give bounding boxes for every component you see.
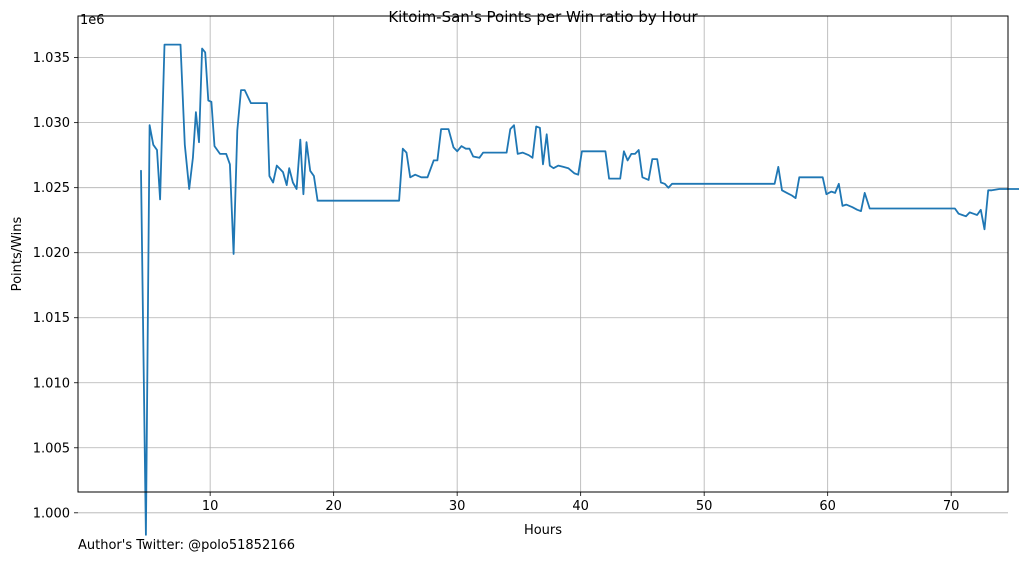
y-axis-offset-label: 1e6: [80, 13, 105, 28]
x-tick-label: 10: [202, 499, 219, 514]
y-tick-label: 1.000: [33, 506, 70, 521]
y-tick-label: 1.025: [33, 181, 70, 196]
x-tick-label: 40: [572, 499, 589, 514]
series-line: [140, 43, 1019, 536]
x-tick-label: 50: [696, 499, 713, 514]
y-tick-label: 1.035: [33, 51, 70, 66]
y-tick-label: 1.020: [33, 246, 70, 261]
series-lines: [140, 43, 1019, 536]
plot-area-frame: [77, 15, 1009, 493]
y-tick-label: 1.030: [33, 116, 70, 131]
chart-title: Kitoim-San's Points per Win ratio by Hou…: [388, 8, 698, 26]
grid-lines: [78, 16, 1008, 514]
y-tick-label: 1.005: [33, 441, 70, 456]
x-tick-label: 30: [449, 499, 466, 514]
x-axis-ticks: 10 20 30 40 50 60 70: [202, 492, 960, 514]
y-axis-ticks: 1.000 1.005 1.010 1.015 1.020 1.025 1.030 1.035: [33, 51, 78, 521]
x-axis-label: Hours: [524, 523, 562, 538]
x-tick-label: 20: [325, 499, 342, 514]
x-tick-label: 60: [819, 499, 836, 514]
y-axis-label: Points/Wins: [10, 216, 25, 291]
x-tick-label: 70: [943, 499, 960, 514]
y-tick-label: 1.010: [33, 376, 70, 391]
author-twitter-note: Author's Twitter: @polo51852166: [78, 538, 296, 553]
y-tick-label: 1.015: [33, 311, 70, 326]
